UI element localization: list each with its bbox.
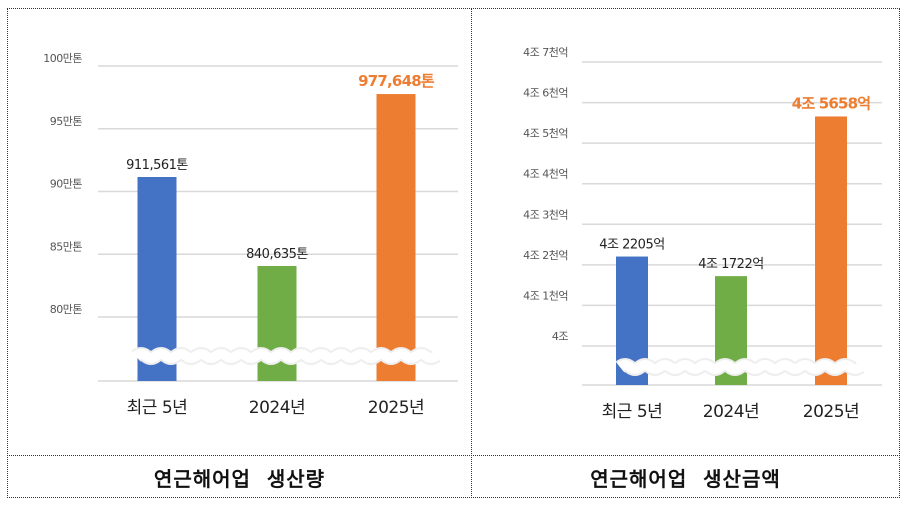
data-label: 977,648톤 bbox=[358, 72, 435, 90]
y-tick-label: 4조 2천억 bbox=[523, 248, 568, 262]
bar bbox=[137, 176, 177, 381]
y-tick-label: 4조 7천억 bbox=[523, 45, 568, 59]
y-tick-label: 90만톤 bbox=[50, 178, 83, 191]
y-tick-label: 85만톤 bbox=[50, 240, 83, 253]
axis-break-wave bbox=[616, 360, 864, 374]
caption-volume: 연근해어업 생산량 bbox=[153, 467, 326, 491]
y-tick-label: 4조 4천억 bbox=[523, 167, 568, 181]
x-tick-label: 최근 5년 bbox=[127, 398, 188, 418]
x-tick-label: 최근 5년 bbox=[602, 402, 663, 422]
caption-value: 연근해어업 생산금액 bbox=[590, 467, 781, 491]
x-tick-label: 2024년 bbox=[703, 402, 759, 422]
y-tick-label: 95만톤 bbox=[50, 115, 83, 128]
bar bbox=[815, 116, 847, 386]
caption-panel-value bbox=[471, 455, 900, 498]
y-tick-label: 80만톤 bbox=[50, 303, 83, 316]
y-tick-label: 4조 6천억 bbox=[523, 86, 568, 100]
data-label: 4조 5658억 bbox=[792, 94, 871, 112]
y-tick-label: 4조 1천억 bbox=[523, 288, 568, 302]
x-tick-label: 2024년 bbox=[249, 398, 305, 418]
y-tick-label: 100만톤 bbox=[43, 52, 82, 65]
bar bbox=[376, 94, 416, 381]
data-label: 840,635톤 bbox=[246, 247, 308, 262]
y-tick-label: 4조 5천억 bbox=[523, 126, 568, 140]
y-tick-label: 4조 3천억 bbox=[523, 207, 568, 221]
data-label: 911,561톤 bbox=[126, 158, 188, 173]
axis-break-wave bbox=[132, 349, 440, 363]
y-tick-label: 4조 bbox=[552, 330, 568, 343]
data-label: 4조 1722억 bbox=[698, 257, 763, 272]
data-label: 4조 2205억 bbox=[599, 238, 664, 253]
x-tick-label: 2025년 bbox=[803, 402, 859, 422]
x-tick-label: 2025년 bbox=[368, 398, 424, 418]
